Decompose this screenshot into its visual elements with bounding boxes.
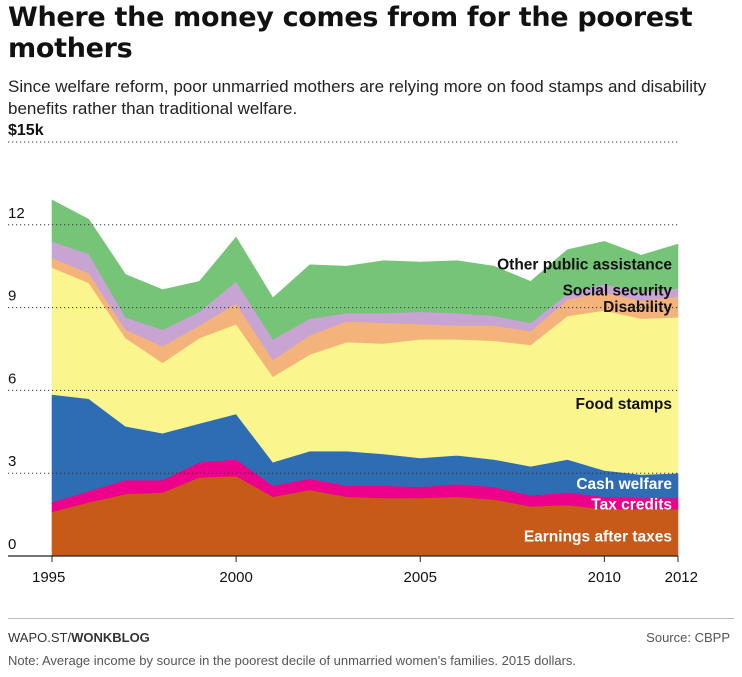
x-tick-label: 2012 xyxy=(665,569,698,586)
credit-link[interactable]: WAPO.ST/WONKBLOG xyxy=(8,630,150,645)
x-tick-label: 2005 xyxy=(404,569,437,586)
y-tick-label: 0 xyxy=(8,536,16,553)
chart-title: Where the money comes from for the poore… xyxy=(8,2,693,64)
y-axis-ticks: 0 3 6 9 12 $15k xyxy=(8,122,44,553)
x-tick-label: 1995 xyxy=(32,569,65,586)
series-label-disability: Disability xyxy=(603,299,672,316)
x-tick-label: 2010 xyxy=(588,569,621,586)
series-label-social-security: Social security xyxy=(563,283,673,300)
series-label-cash-welfare: Cash welfare xyxy=(576,476,672,493)
y-tick-label: $15k xyxy=(8,122,44,139)
y-tick-label: 6 xyxy=(8,370,16,387)
x-tick-label: 2000 xyxy=(219,569,252,586)
area-series xyxy=(51,199,679,557)
chart-note: Note: Average income by source in the po… xyxy=(8,653,577,668)
series-area-other-public-assistance xyxy=(51,199,679,340)
series-label-earnings-after-taxes: Earnings after taxes xyxy=(524,528,672,545)
series-labels: Earnings after taxes Tax credits Cash welf… xyxy=(497,256,672,545)
series-label-food-stamps: Food stamps xyxy=(576,396,672,413)
chart-subtitle: Since welfare reform, poor unmarried mot… xyxy=(8,77,707,118)
credit-prefix: WAPO.ST/ xyxy=(8,630,72,645)
source-text: Source: CBPP xyxy=(646,630,730,645)
credit-brand: WONKBLOG xyxy=(71,630,150,645)
series-label-tax-credits: Tax credits xyxy=(591,497,672,514)
y-tick-label: 3 xyxy=(8,453,16,470)
footer-divider xyxy=(8,618,734,619)
y-tick-label: 9 xyxy=(8,288,16,305)
series-label-other-public-assistance: Other public assistance xyxy=(497,256,672,273)
y-tick-label: 12 xyxy=(8,205,25,222)
x-axis-ticks: 1995 2000 2005 2010 2012 xyxy=(32,556,698,586)
gridlines-overlay xyxy=(8,141,678,557)
